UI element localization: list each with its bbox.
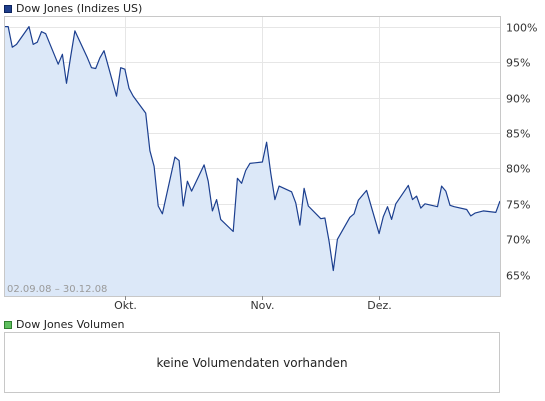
price-chart: 65% 70% 75% 80% 85% 90% 95% 100% Okt. Nov. Dez. 0… bbox=[4, 16, 537, 312]
plot-frame bbox=[4, 16, 501, 297]
x-tick-label: Dez. bbox=[367, 299, 392, 312]
volume-panel: keine Volumendaten vorhanden bbox=[4, 332, 500, 393]
x-axis-ticks: Okt. Nov. Dez. bbox=[114, 296, 392, 312]
price-legend-label: Dow Jones (Indizes US) bbox=[16, 2, 143, 15]
y-tick-label: 90% bbox=[506, 93, 530, 106]
y-tick-label: 65% bbox=[506, 270, 530, 283]
y-axis-ticks: 65% 70% 75% 80% 85% 90% 95% 100% bbox=[506, 22, 537, 283]
y-tick-label: 85% bbox=[506, 128, 530, 141]
price-area-fill bbox=[4, 26, 500, 296]
price-line bbox=[4, 26, 501, 272]
date-range-label: 02.09.08 – 30.12.08 bbox=[7, 284, 107, 295]
y-tick-label: 75% bbox=[506, 199, 530, 212]
x-tick-label: Nov. bbox=[250, 299, 274, 312]
volume-legend-label: Dow Jones Volumen bbox=[16, 318, 125, 331]
price-legend: Dow Jones (Indizes US) bbox=[4, 2, 142, 15]
price-legend-swatch bbox=[4, 4, 12, 13]
volume-empty-message: keine Volumendaten vorhanden bbox=[156, 355, 348, 370]
y-tick-label: 95% bbox=[506, 57, 530, 70]
y-tick-label: 70% bbox=[506, 234, 530, 247]
x-tick-label: Okt. bbox=[114, 299, 137, 312]
volume-legend: Dow Jones Volumen bbox=[4, 318, 125, 331]
y-tick-label: 100% bbox=[506, 22, 537, 35]
y-tick-label: 80% bbox=[506, 163, 530, 176]
volume-legend-swatch bbox=[4, 320, 12, 329]
